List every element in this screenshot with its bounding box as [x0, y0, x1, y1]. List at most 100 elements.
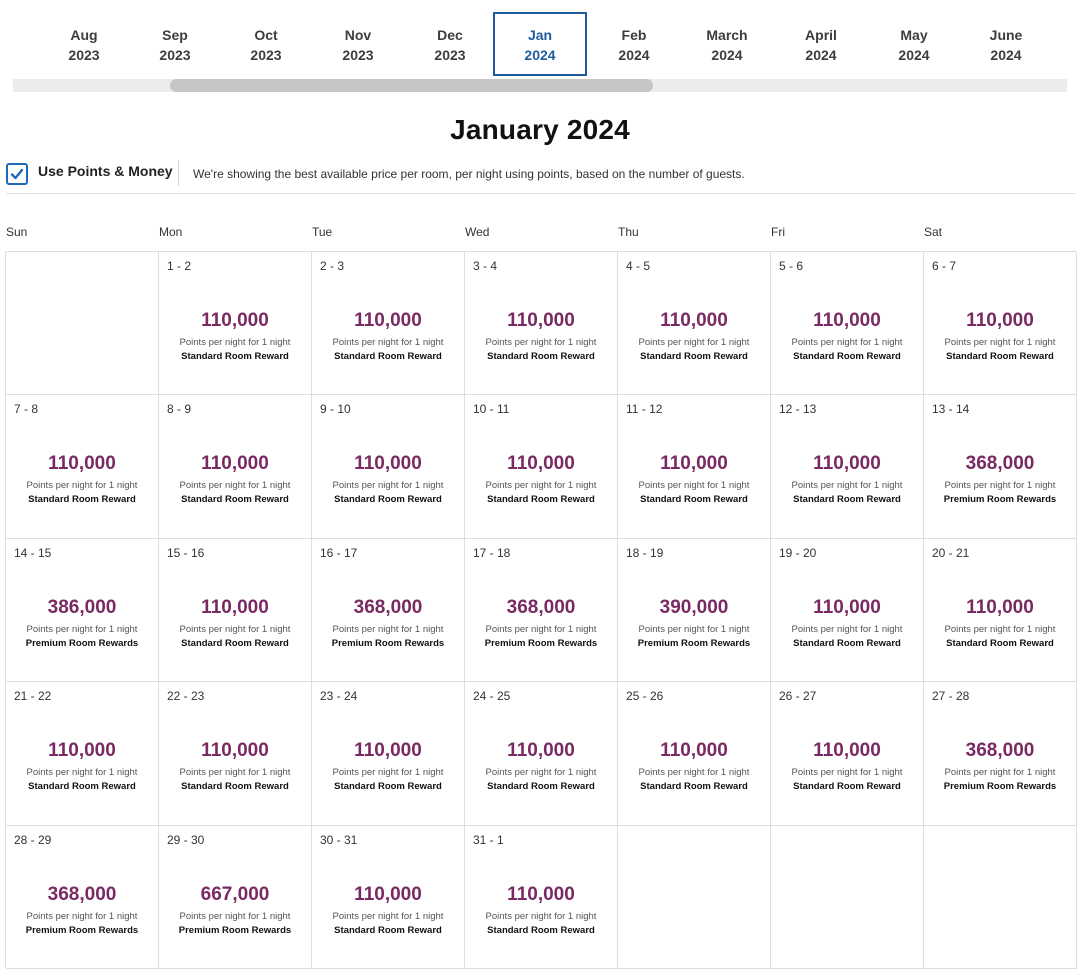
points-price: 110,000: [660, 453, 728, 475]
month-tab-march-2024[interactable]: March 2024: [680, 12, 774, 76]
points-price: 110,000: [813, 596, 881, 618]
day-cell[interactable]: 24 - 25 110,000 Points per night for 1 nig…: [465, 682, 618, 826]
points-caption: Points per night for 1 night: [944, 337, 1056, 348]
month-tab-dec-2023[interactable]: Dec 2023: [403, 12, 497, 76]
month-label: April: [805, 27, 837, 43]
points-caption: Points per night for 1 night: [179, 480, 291, 492]
room-type: Standard Room Reward: [793, 637, 901, 649]
day-cell[interactable]: 14 - 15 386,000 Points per night for 1 nig…: [6, 538, 159, 683]
date-range: 17 - 18: [473, 545, 511, 560]
points-caption: Points per night for 1 night: [485, 480, 597, 492]
points-price: 110,000: [813, 453, 881, 475]
room-type: Standard Room Reward: [946, 637, 1054, 649]
room-type: Standard Room Reward: [793, 781, 901, 793]
day-cell[interactable]: 18 - 19 390,000 Points per night for 1 nig…: [618, 538, 771, 683]
points-price: 110,000: [48, 453, 116, 475]
points-caption: Points per night for 1 night: [179, 337, 291, 348]
day-cell[interactable]: 5 - 6 110,000 Points per night for 1 night…: [771, 252, 924, 396]
points-price: 110,000: [660, 310, 728, 331]
day-cell[interactable]: 4 - 5 110,000 Points per night for 1 night…: [618, 252, 771, 396]
month-tab-april-2024[interactable]: April 2024: [774, 12, 868, 76]
day-cell[interactable]: 7 - 8 110,000 Points per night for 1 night…: [6, 395, 159, 539]
day-cell[interactable]: 2 - 3 110,000 Points per night for 1 night…: [312, 252, 465, 396]
month-tab-nov-2023[interactable]: Nov 2023: [311, 12, 405, 76]
date-range: 2 - 3: [320, 259, 345, 273]
day-cell[interactable]: 15 - 16 110,000 Points per night for 1 nig…: [159, 538, 312, 683]
points-caption: Points per night for 1 night: [791, 623, 903, 635]
use-points-label[interactable]: Use Points & Money: [38, 163, 173, 179]
points-caption: Points per night for 1 night: [332, 337, 444, 348]
day-cell[interactable]: 22 - 23 110,000 Points per night for 1 nig…: [159, 682, 312, 826]
points-price: 110,000: [507, 883, 575, 905]
day-cell[interactable]: 16 - 17 368,000 Points per night for 1 nig…: [312, 538, 465, 683]
points-caption: Points per night for 1 night: [179, 910, 291, 922]
day-cell[interactable]: 13 - 14 368,000 Points per night for 1 nig…: [924, 395, 1077, 539]
day-cell[interactable]: 12 - 13 110,000 Points per night for 1 nig…: [771, 395, 924, 539]
date-range: 27 - 28: [932, 689, 970, 704]
day-cell[interactable]: 29 - 30 667,000 Points per night for 1 nig…: [159, 825, 312, 969]
weekday-thu: Thu: [618, 225, 639, 239]
empty-day-cell: [771, 825, 924, 969]
month-tab-feb-2024[interactable]: Feb 2024: [587, 12, 681, 76]
month-label: Dec: [437, 27, 463, 43]
points-caption: Points per night for 1 night: [485, 337, 597, 348]
points-caption: Points per night for 1 night: [332, 767, 444, 779]
points-price: 110,000: [507, 453, 575, 475]
day-cell[interactable]: 25 - 26 110,000 Points per night for 1 nig…: [618, 682, 771, 826]
day-cell[interactable]: 11 - 12 110,000 Points per night for 1 nig…: [618, 395, 771, 539]
room-type: Standard Room Reward: [181, 351, 289, 362]
date-range: 25 - 26: [626, 689, 664, 704]
month-tab-sep-2023[interactable]: Sep 2023: [128, 12, 222, 76]
date-range: 30 - 31: [320, 832, 358, 847]
day-cell[interactable]: 1 - 2 110,000 Points per night for 1 night…: [159, 252, 312, 396]
day-cell[interactable]: 23 - 24 110,000 Points per night for 1 nig…: [312, 682, 465, 826]
points-price: 110,000: [48, 740, 116, 762]
month-tab-oct-2023[interactable]: Oct 2023: [219, 12, 313, 76]
day-cell[interactable]: 30 - 31 110,000 Points per night for 1 nig…: [312, 825, 465, 969]
date-range: 19 - 20: [779, 545, 817, 560]
points-caption: Points per night for 1 night: [332, 480, 444, 492]
day-cell[interactable]: 10 - 11 110,000 Points per night for 1 nig…: [465, 395, 618, 539]
date-range: 9 - 10: [320, 402, 351, 417]
points-price: 110,000: [201, 310, 269, 331]
day-cell[interactable]: 26 - 27 110,000 Points per night for 1 nig…: [771, 682, 924, 826]
points-caption: Points per night for 1 night: [26, 623, 138, 635]
date-range: 8 - 9: [167, 402, 192, 417]
month-tab-aug-2023[interactable]: Aug 2023: [37, 12, 131, 76]
date-range: 5 - 6: [779, 259, 804, 273]
points-caption: Points per night for 1 night: [179, 623, 291, 635]
points-caption: Points per night for 1 night: [26, 480, 138, 492]
room-type: Standard Room Reward: [487, 494, 595, 506]
day-cell[interactable]: 21 - 22 110,000 Points per night for 1 nig…: [6, 682, 159, 826]
day-cell[interactable]: 27 - 28 368,000 Points per night for 1 nig…: [924, 682, 1077, 826]
points-caption: Points per night for 1 night: [791, 480, 903, 492]
day-cell[interactable]: 20 - 21 110,000 Points per night for 1 nig…: [924, 538, 1077, 683]
use-points-checkbox[interactable]: [6, 163, 28, 185]
empty-day-cell: [618, 825, 771, 969]
day-cell[interactable]: 31 - 1 110,000 Points per night for 1 nigh…: [465, 825, 618, 969]
date-range: 13 - 14: [932, 402, 970, 417]
day-cell[interactable]: 6 - 7 110,000 Points per night for 1 night…: [924, 252, 1077, 396]
month-tab-june-2024[interactable]: June 2024: [959, 12, 1053, 76]
points-price: 110,000: [201, 596, 269, 618]
points-price: 368,000: [965, 453, 1035, 475]
day-cell[interactable]: 3 - 4 110,000 Points per night for 1 night…: [465, 252, 618, 396]
points-price: 110,000: [201, 740, 269, 762]
date-range: 6 - 7: [932, 259, 957, 273]
points-caption: Points per night for 1 night: [485, 767, 597, 779]
month-tab-jan-2024[interactable]: Jan 2024: [493, 12, 587, 76]
year-label: 2024: [990, 47, 1022, 63]
year-label: 2024: [524, 47, 556, 63]
month-selector: Aug 2023 Sep 2023 Oct 2023 Nov 2023 Dec 2023 Jan 20…: [37, 12, 1057, 76]
month-scrollbar-thumb[interactable]: [170, 79, 653, 92]
year-label: 2024: [711, 47, 743, 63]
day-cell[interactable]: 17 - 18 368,000 Points per night for 1 nig…: [465, 538, 618, 683]
room-type: Standard Room Reward: [181, 494, 289, 506]
points-price: 368,000: [506, 596, 576, 618]
room-type: Standard Room Reward: [487, 351, 595, 362]
day-cell[interactable]: 19 - 20 110,000 Points per night for 1 nig…: [771, 538, 924, 683]
month-tab-may-2024[interactable]: May 2024: [867, 12, 961, 76]
day-cell[interactable]: 8 - 9 110,000 Points per night for 1 night…: [159, 395, 312, 539]
day-cell[interactable]: 28 - 29 368,000 Points per night for 1 nig…: [6, 825, 159, 969]
day-cell[interactable]: 9 - 10 110,000 Points per night for 1 nigh…: [312, 395, 465, 539]
